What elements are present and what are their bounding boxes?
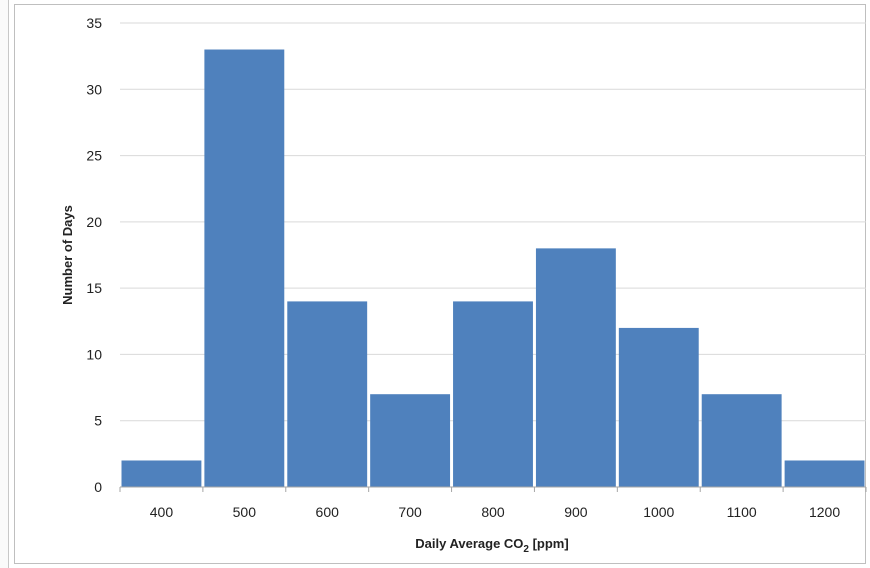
x-axis-title-subscript: 2 xyxy=(523,544,529,555)
x-axis xyxy=(119,486,867,492)
x-tick-label: 700 xyxy=(398,504,422,520)
bar xyxy=(287,301,368,487)
x-tick-label: 1100 xyxy=(727,504,757,520)
y-tick-label: 35 xyxy=(86,15,102,31)
y-tick-label: 30 xyxy=(86,81,102,97)
bar xyxy=(370,394,451,487)
bars xyxy=(121,49,865,488)
y-axis-ticks: 0 5 10 15 20 25 30 35 xyxy=(86,15,102,495)
x-axis-title: Daily Average CO2 [ppm] xyxy=(415,536,568,555)
bar xyxy=(535,248,616,487)
y-tick-label: 25 xyxy=(86,148,102,164)
x-axis-title-suffix: [ppm] xyxy=(529,536,569,551)
x-axis-title-main: Daily Average CO xyxy=(415,536,523,551)
bar xyxy=(701,394,782,487)
bar xyxy=(204,49,285,488)
bar xyxy=(784,460,865,487)
x-tick-label: 1000 xyxy=(643,504,674,520)
x-tick-label: 600 xyxy=(316,504,340,520)
y-axis-title: Number of Days xyxy=(60,205,75,305)
x-axis-ticks: 400 500 600 700 800 900 1000 1100 1200 xyxy=(150,504,841,520)
x-tick-label: 500 xyxy=(233,504,257,520)
bar xyxy=(618,327,699,487)
x-tick-label: 900 xyxy=(564,504,588,520)
bar xyxy=(121,460,202,487)
bar xyxy=(453,301,533,487)
y-tick-label: 0 xyxy=(94,479,102,495)
x-tick-label: 400 xyxy=(150,504,174,520)
y-tick-label: 10 xyxy=(86,346,102,362)
y-tick-label: 15 xyxy=(86,280,102,296)
x-tick-label: 1200 xyxy=(809,504,840,520)
x-tick-label: 800 xyxy=(481,504,505,520)
left-panel-edge xyxy=(0,0,9,568)
y-tick-label: 5 xyxy=(94,413,102,429)
y-tick-label: 20 xyxy=(86,214,102,230)
